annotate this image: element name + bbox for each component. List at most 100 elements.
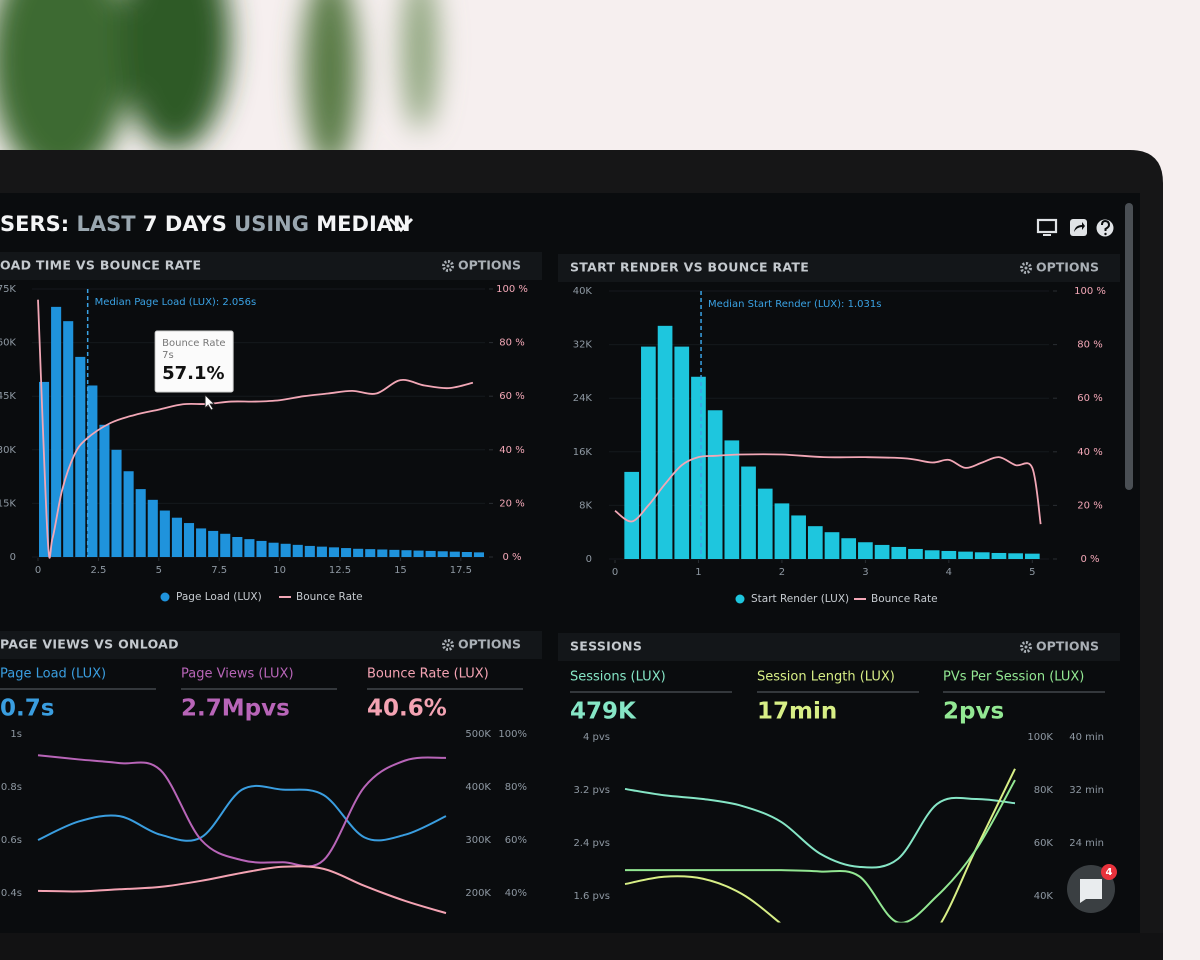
title-part: 7 DAYS (143, 212, 227, 236)
y-tick-label: 24K (573, 393, 593, 404)
metric-label: Sessions (LUX) (570, 670, 666, 685)
series-line (625, 779, 1016, 923)
gear-icon (1020, 262, 1032, 274)
leaf (0, 0, 130, 180)
series-line (37, 754, 447, 868)
leaf (402, 0, 438, 130)
panel-title: SESSIONS (570, 639, 642, 654)
panels: OAD TIME VS BOUNCE RATE OPTIONS 0 15K 30K 45K… (0, 252, 1120, 923)
legend-swatch (735, 594, 745, 604)
histogram-bar (123, 471, 134, 557)
panel-title: PAGE VIEWS VS ONLOAD (0, 637, 179, 652)
gear-hub (446, 264, 450, 268)
y-tick-label: 60K (0, 338, 16, 349)
x-tick-label: 2.5 (90, 565, 106, 576)
histogram-bar (232, 536, 243, 557)
y2-tick-label: 20 % (499, 498, 524, 509)
y-tick-label: 2.4 pvs (573, 838, 610, 849)
y-tick-label: 500K (465, 729, 491, 740)
histogram-bar (51, 306, 62, 557)
dropdown-chevron[interactable] (388, 217, 414, 233)
screen (0, 193, 1140, 933)
histogram-bar (220, 533, 231, 557)
histogram-bar (824, 532, 840, 559)
toolbar-icons (1036, 218, 1114, 237)
y-tick-label: 45K (0, 391, 16, 402)
options-button[interactable]: OPTIONS (458, 637, 521, 652)
monitor-icon[interactable] (1036, 218, 1058, 236)
y-tick-label: 0 (586, 554, 592, 565)
histogram-bar (624, 471, 640, 559)
chat-button[interactable]: 4 (1067, 864, 1117, 913)
chat-glyph (1080, 879, 1102, 903)
histogram-bar (341, 548, 352, 557)
scrollbar[interactable] (1125, 203, 1133, 490)
y2-tick-label: 60 % (499, 391, 524, 402)
tooltip-title: Bounce Rate (162, 338, 225, 349)
options-button[interactable]: OPTIONS (458, 258, 521, 273)
histogram-bar (171, 517, 182, 557)
histogram-bar (413, 550, 424, 557)
metric-label: Page Views (LUX) (181, 667, 294, 682)
histogram-bar (256, 540, 267, 557)
options-button[interactable]: OPTIONS (1036, 639, 1099, 654)
histogram-bar (401, 550, 412, 557)
histogram-bar (908, 548, 923, 559)
histogram-bar (707, 410, 723, 559)
median-label: Median Start Render (LUX): 1.031s (708, 299, 881, 310)
y-tick-label: 0 (10, 552, 16, 563)
y-tick-label: 3.2 pvs (573, 785, 610, 796)
dashboard-title[interactable]: SERS: LAST 7 DAYS USING MEDIAN (0, 212, 411, 236)
histogram-bar (774, 503, 790, 559)
y-tick-label: 4 pvs (583, 732, 610, 743)
y-tick-label: 40K (573, 286, 593, 297)
metric-label: Session Length (LUX) (757, 670, 895, 685)
y-tick-label: 32 min (1069, 785, 1104, 796)
y-tick-label: 1s (10, 729, 22, 740)
histogram-bar (135, 489, 146, 557)
help-icon[interactable] (1096, 219, 1114, 237)
x-tick-label: 12.5 (329, 565, 351, 576)
legend-label[interactable]: Start Render (LUX) (751, 593, 849, 605)
histogram-bar (63, 321, 74, 557)
legend-swatch (160, 592, 170, 602)
y-tick-label: 80% (505, 782, 527, 793)
metric-value: 17min (757, 699, 837, 725)
title-part: LAST (76, 212, 136, 236)
help-mark (1101, 219, 1111, 231)
histogram-bar (757, 488, 773, 559)
histogram-bar (891, 546, 907, 559)
histogram-bar (924, 550, 940, 559)
x-tick-label: 7.5 (211, 565, 227, 576)
y-tick-label: 100% (498, 729, 527, 740)
legend-label[interactable]: Page Load (LUX) (176, 591, 262, 603)
options-button[interactable]: OPTIONS (1036, 260, 1099, 275)
y-tick-label: 60K (1034, 838, 1054, 849)
title-part: SERS: (0, 212, 69, 236)
histogram-bar (425, 550, 436, 557)
title-part: USING (234, 212, 309, 236)
y-tick-label: 24 min (1069, 838, 1104, 849)
share-icon[interactable] (1070, 219, 1087, 236)
y-tick-label: 100K (1027, 732, 1053, 743)
histogram-bar (365, 549, 376, 557)
share-arrow (1074, 222, 1085, 232)
histogram-bar (941, 550, 957, 559)
legend-label[interactable]: Bounce Rate (296, 591, 363, 603)
monitor-stand (1043, 234, 1051, 236)
metric-value: 2.7Mpvs (181, 696, 290, 722)
gear-icon (442, 260, 454, 272)
legend-label[interactable]: Bounce Rate (871, 593, 938, 605)
panel-title: OAD TIME VS BOUNCE RATE (0, 258, 201, 273)
plant (0, 0, 438, 180)
y-tick-label: 80K (1034, 785, 1054, 796)
histogram-bar (958, 551, 973, 559)
histogram-bar (292, 544, 303, 557)
y-tick-label: 1.6 pvs (573, 891, 610, 902)
histogram-bar (449, 551, 460, 557)
histogram-bar (991, 552, 1007, 559)
panel-title: START RENDER VS BOUNCE RATE (570, 260, 809, 275)
y2-tick-label: 80 % (499, 338, 524, 349)
leaf (302, 0, 358, 170)
